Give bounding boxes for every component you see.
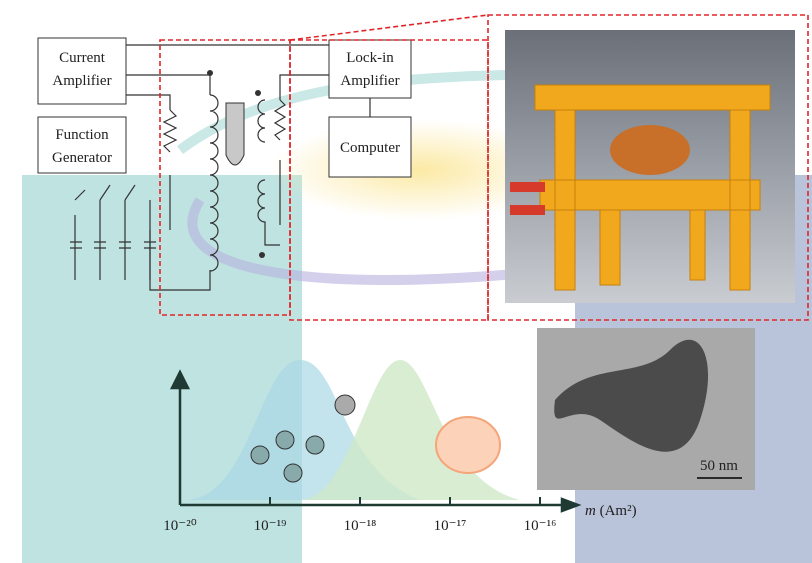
scale-label: 50 nm	[700, 458, 738, 474]
tick-label: 10⁻²⁰	[163, 518, 196, 534]
connector	[510, 182, 545, 192]
axis-unit: (Am²)	[600, 503, 637, 519]
axis-symbol: m	[585, 503, 596, 519]
tick-label: 10⁻¹⁹	[254, 518, 287, 534]
dot	[259, 252, 265, 258]
lockin-amplifier: Lock-in Amplifier	[329, 40, 411, 98]
label: Amplifier	[340, 73, 399, 89]
particle	[306, 436, 324, 454]
label: Function	[55, 127, 109, 143]
tick-label: 10⁻¹⁷	[434, 518, 467, 534]
label: Current	[59, 50, 106, 66]
box	[38, 38, 126, 104]
device-photo	[505, 30, 795, 303]
computer: Computer	[329, 117, 411, 177]
probe	[226, 103, 244, 165]
axis-label: m (Am²)	[585, 503, 637, 519]
particle	[276, 431, 294, 449]
dot	[255, 90, 261, 96]
label: Generator	[52, 150, 112, 166]
connector	[510, 205, 545, 215]
function-generator: Function Generator	[38, 117, 126, 173]
label: Computer	[340, 140, 400, 156]
current-amplifier: Current Amplifier	[38, 38, 126, 104]
dot	[207, 70, 213, 76]
label: Lock-in	[346, 50, 394, 66]
tick-label: 10⁻¹⁸	[344, 518, 377, 534]
box	[329, 40, 411, 98]
particle	[251, 446, 269, 464]
figure: Current Amplifier Function Generator Loc…	[0, 0, 812, 563]
label: Amplifier	[52, 73, 111, 89]
particle	[335, 395, 355, 415]
vesicle	[436, 417, 500, 473]
tick-label: 10⁻¹⁶	[524, 518, 557, 534]
particle	[284, 464, 302, 482]
coil-part	[610, 125, 690, 175]
